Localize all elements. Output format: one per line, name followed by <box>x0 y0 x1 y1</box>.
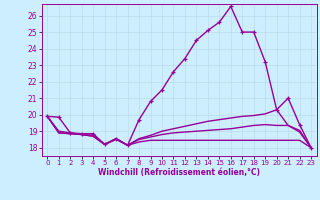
X-axis label: Windchill (Refroidissement éolien,°C): Windchill (Refroidissement éolien,°C) <box>98 168 260 177</box>
